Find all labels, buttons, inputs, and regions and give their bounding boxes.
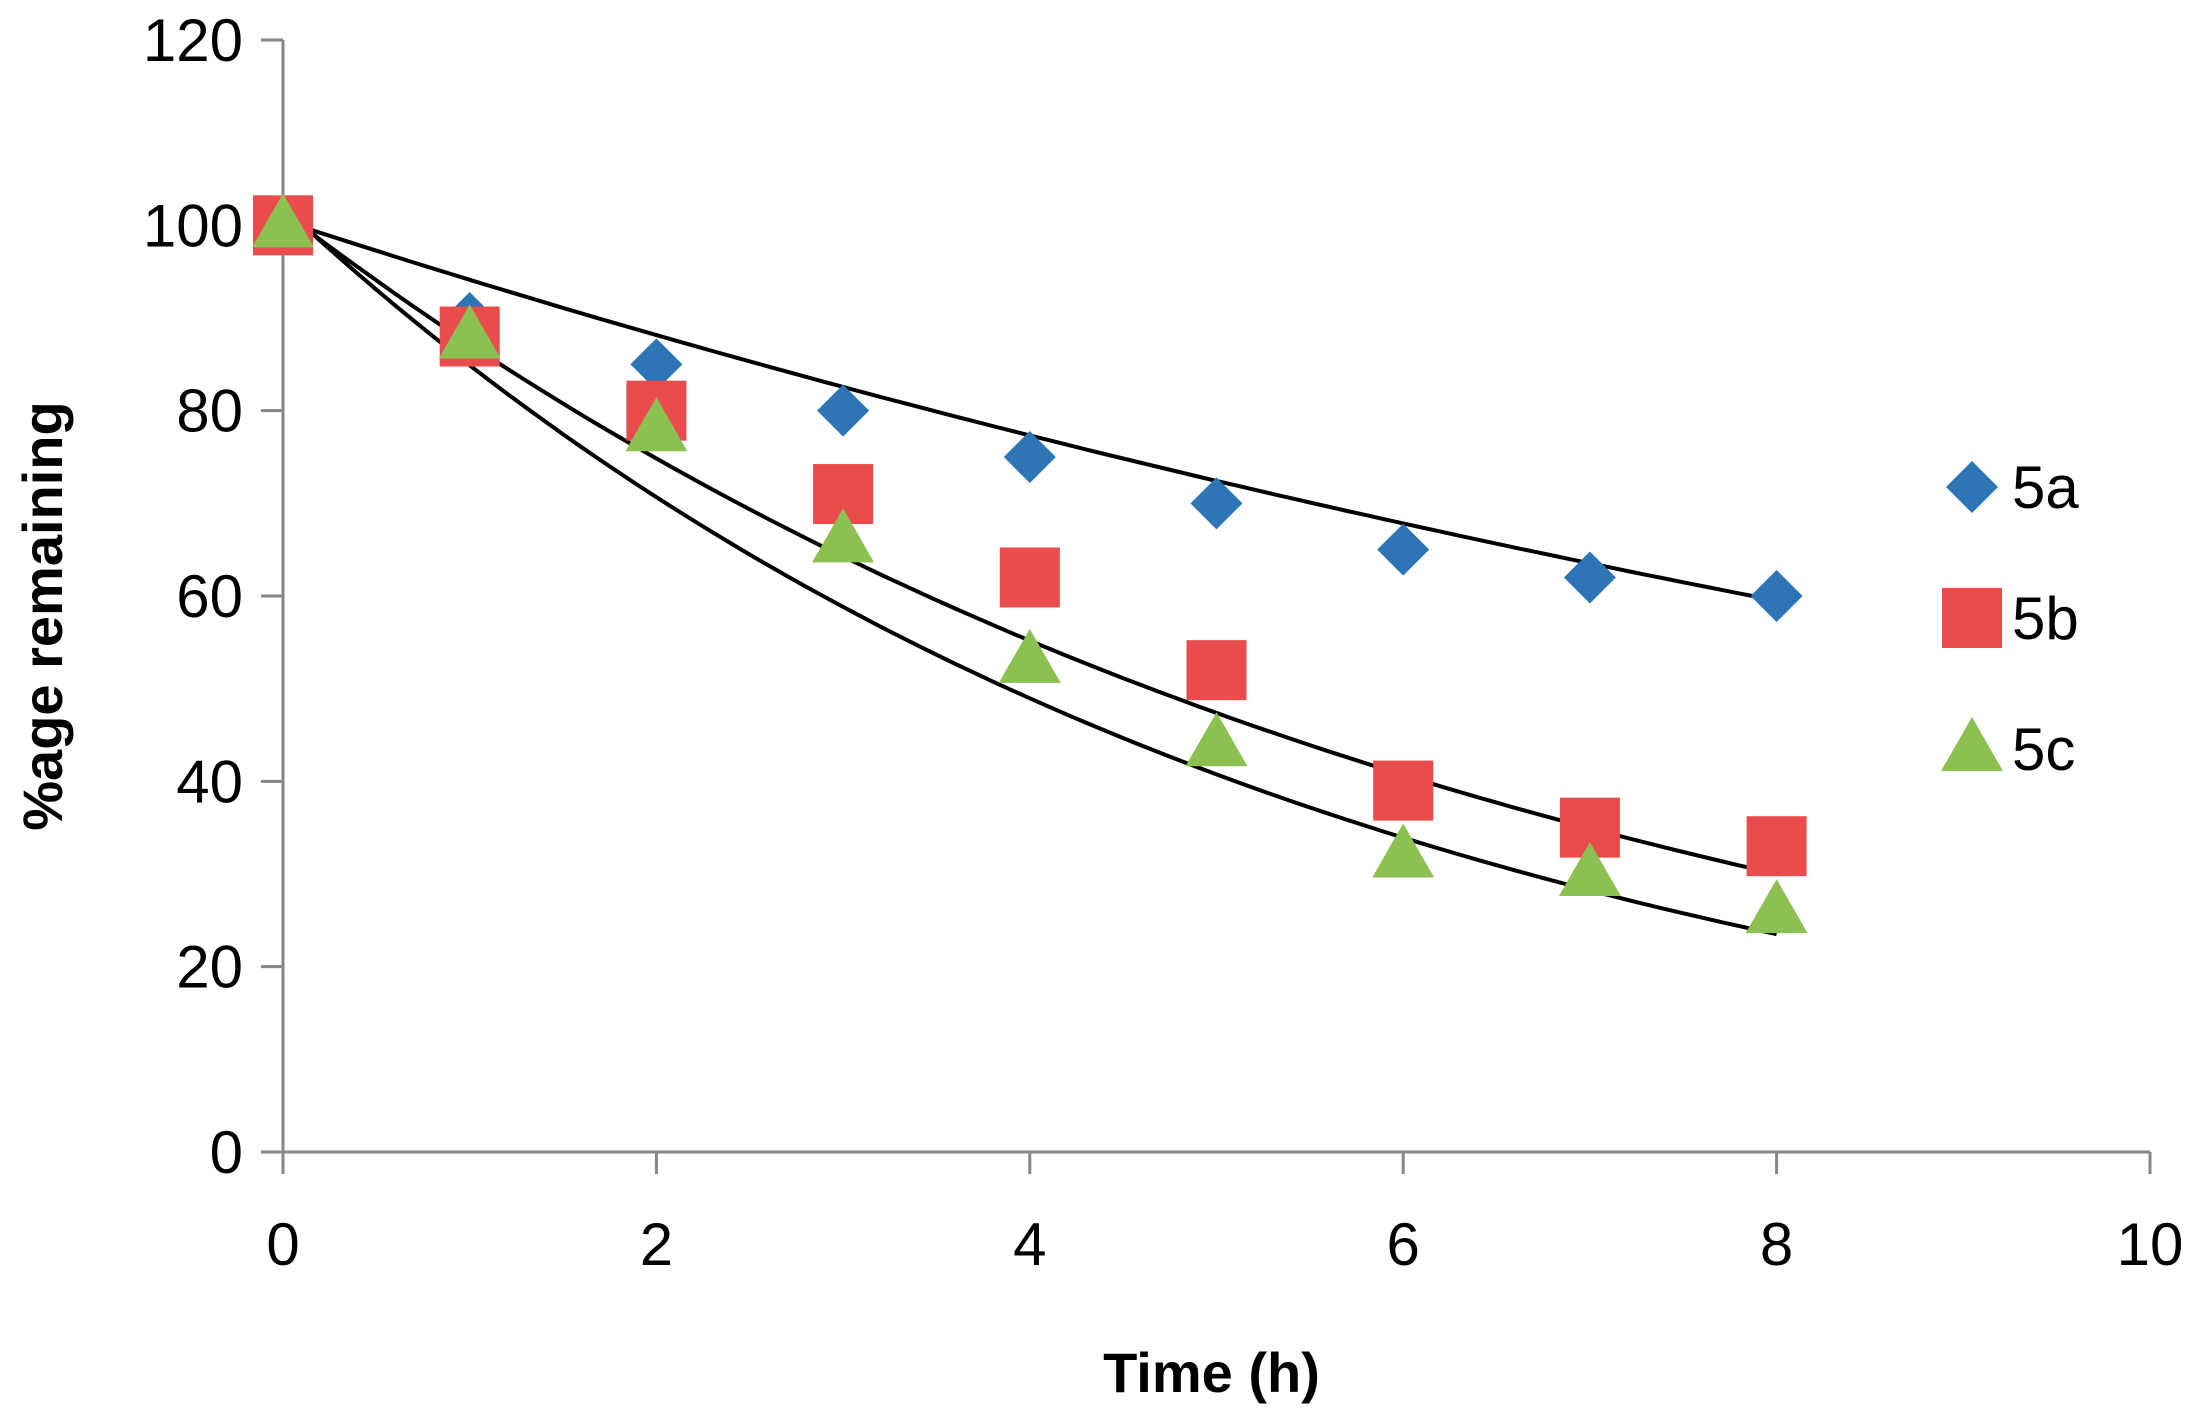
data-markers: [252, 193, 1808, 934]
data-point-5b: [1373, 760, 1434, 821]
y-tick-label: 120: [143, 7, 243, 74]
legend-label-5c: 5c: [2012, 716, 2075, 783]
legend-label-5a: 5a: [2012, 454, 2079, 521]
x-tick-label: 8: [1760, 1211, 1793, 1278]
legend-item-5b: 5b: [1942, 585, 2079, 652]
data-point-5c: [1745, 879, 1808, 934]
data-point-5c: [1558, 842, 1621, 896]
data-point-5a: [630, 338, 683, 391]
data-point-5c: [438, 304, 501, 359]
data-point-5b: [999, 547, 1060, 608]
data-point-5a: [817, 384, 870, 437]
data-point-5a: [1750, 570, 1803, 622]
data-point-5a: [1563, 551, 1616, 604]
y-tick-label: 0: [210, 1119, 243, 1186]
data-point-5c: [252, 193, 314, 248]
x-tick-label: 6: [1387, 1211, 1420, 1278]
data-point-5c: [1185, 712, 1248, 767]
axes: [281, 40, 2150, 1154]
legend-item-5c: 5c: [1941, 716, 2075, 783]
data-point-5a: [1003, 431, 1056, 483]
data-point-5b: [1186, 640, 1247, 701]
trendline-5a: [282, 218, 1777, 603]
data-point-5c: [998, 628, 1061, 683]
x-tick-label: 2: [640, 1211, 673, 1278]
series-5c: [252, 193, 1808, 934]
x-axis-ticks: 0 2 4 6 8 10: [266, 1152, 2183, 1278]
y-tick-label: 20: [176, 934, 243, 1001]
legend-marker-5a: [1946, 461, 1998, 513]
legend-label-5b: 5b: [2012, 585, 2079, 652]
series-5b: [253, 195, 1807, 877]
y-tick-label: 40: [176, 748, 243, 815]
legend: 5a 5b 5c: [1941, 454, 2079, 783]
data-point-5a: [1377, 523, 1430, 576]
x-axis-title: Time (h): [1103, 1341, 1320, 1404]
data-point-5c: [812, 508, 875, 563]
x-tick-label: 4: [1013, 1211, 1046, 1278]
y-tick-label: 80: [176, 378, 243, 445]
data-point-5a: [1190, 477, 1243, 530]
trendline-5b: [281, 209, 1778, 876]
y-tick-label: 60: [176, 563, 243, 630]
x-tick-label: 0: [266, 1211, 299, 1278]
data-point-5c: [1372, 823, 1435, 878]
x-tick-label: 10: [2117, 1211, 2184, 1278]
trendline-5c: [281, 205, 1778, 937]
data-point-5c: [625, 397, 688, 452]
y-axis-title: %age remaining: [11, 401, 74, 830]
legend-marker-5b: [1942, 588, 2002, 648]
legend-item-5a: 5a: [1946, 454, 2079, 521]
y-axis-ticks: 0 20 40 60 80 100 120: [143, 7, 283, 1186]
legend-marker-5c: [1941, 717, 2003, 771]
data-point-5b: [1746, 816, 1807, 877]
y-tick-label: 100: [143, 192, 243, 259]
